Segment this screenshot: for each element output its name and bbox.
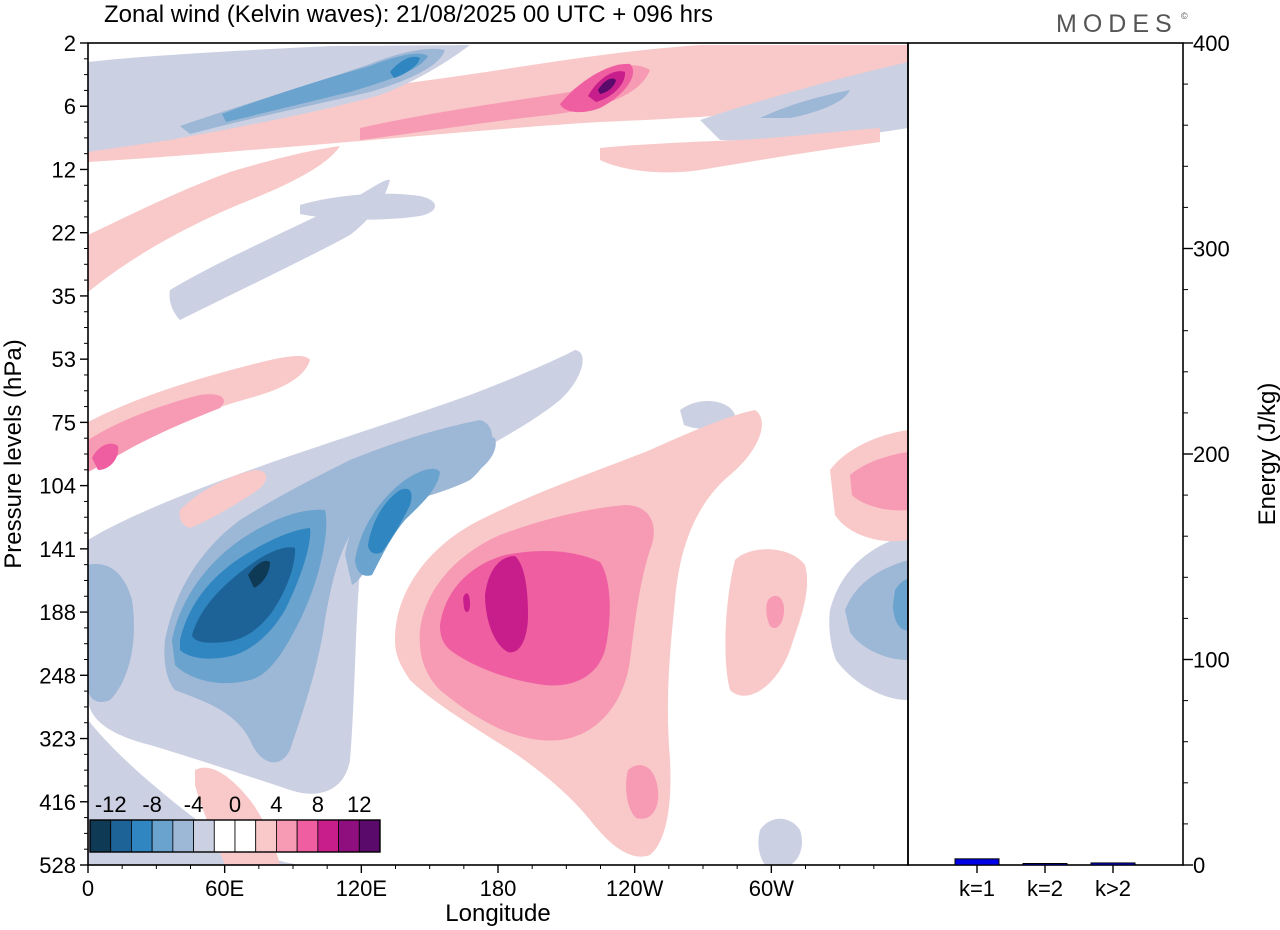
pressure-tick-label: 2 [64,31,76,56]
colorbar-swatch [151,819,174,853]
colorbar-tick-label: 4 [270,792,282,817]
colorbar-swatch [172,819,194,853]
pressure-tick-label: 528 [39,853,76,878]
colorbar-swatch [110,819,132,853]
pressure-tick-label: 188 [39,600,76,625]
contour-mid-positive-east-core [766,595,784,629]
pressure-tick-label: 22 [52,221,76,246]
contour-upper-negative-dark [390,56,420,78]
contour-upper-trop-negative-main-core [248,560,270,588]
energy-tick-label: 200 [1193,442,1230,467]
contour-east-negative-mid [845,560,908,660]
colorbar-swatch [296,819,319,853]
pressure-axis-label: Pressure levels (hPa) [0,339,27,568]
contour-mid-positive-band [88,146,340,292]
contour-upper-trop-positive-east-core [850,452,908,511]
longitude-tick-label: 60W [749,876,794,901]
pressure-tick-label: 248 [39,663,76,688]
chart-title: Zonal wind (Kelvin waves): 21/08/2025 00… [104,1,713,28]
colorbar-swatch [234,819,257,853]
energy-tick-label: 300 [1193,237,1230,262]
contour-mid-negative-band-2 [300,193,435,220]
energy-axis: 0 100 200 300 400 [1183,31,1230,878]
contour-field [88,45,908,865]
energy-tick-label: 400 [1193,31,1230,56]
logo: MODES [1056,10,1178,38]
colorbar-swatch [338,819,360,853]
longitude-tick-label: 120E [336,876,387,901]
contour-upper-negative-east [700,62,908,141]
pressure-tick-label: 53 [52,347,76,372]
energy-tick-label: 100 [1193,648,1230,673]
colorbar-swatch [276,819,298,853]
contour-east-negative-core [893,579,908,631]
longitude-tick-label: 180 [480,876,517,901]
energy-bar-2 [1022,863,1068,866]
colorbar-swatch [131,819,153,853]
pressure-tick-label: 12 [52,157,76,182]
longitude-axis-label: Longitude [445,900,550,927]
contour-date-line-positive-max-spot [463,593,470,612]
energy-plot-frame [907,42,1184,866]
colorbar-tick-label: -4 [184,792,204,817]
pressure-tick-label: 35 [52,284,76,309]
pressure-tick-label: 75 [52,410,76,435]
colorbar-tick-label: 8 [312,792,324,817]
energy-bar-1 [954,858,1000,866]
contour-mid-positive-streaks [600,128,880,173]
energy-category-label: k=2 [1027,876,1063,901]
contour-date-line-positive-max [485,556,528,653]
longitude-tick-label: 120W [606,876,664,901]
contour-upper-trop-negative-main-darker [192,547,296,643]
contour-upper-positive-mid [360,65,650,140]
logo-mark: © [1181,11,1188,21]
longitude-axis: 0 60E 120E 180 120W 60W [82,865,875,901]
energy-axis-label: Energy (J/kg) [1254,383,1280,526]
pressure-tick-label: 323 [39,727,76,752]
contour-upper-trop-negative-125E-core [368,488,412,554]
pressure-tick-label: 104 [39,474,76,499]
colorbar-swatch [193,819,215,853]
colorbar-swatch [358,819,381,853]
pressure-tick-label: 416 [39,790,76,815]
pressure-tick-label: 141 [39,537,76,562]
contour-lower-negative-east [758,818,802,865]
contour-upper-positive-max [598,78,616,94]
colorbar-swatch [255,819,277,853]
colorbar-tick-label: 0 [229,792,241,817]
contour-lower-strat-positive-mid [88,394,224,472]
contour-upper-negative-east-core [760,90,850,118]
longitude-tick-label: 0 [82,876,94,901]
colorbar-swatch [89,819,112,853]
contour-mid-positive-west [179,470,267,528]
contour-lower-strat-positive-core [92,443,119,470]
colorbar: -12 -8 -4 0 4 8 12 [89,792,381,853]
contour-upper-trop-negative-125E-light [345,435,496,585]
pressure-axis: 2 6 12 22 35 53 75 104 141 188 248 323 416 528 [39,31,88,878]
colorbar-tick-label: -8 [142,792,162,817]
contour-mid-positive-east [725,549,808,696]
energy-category-label: k=1 [959,876,995,901]
colorbar-swatch [213,819,236,853]
contour-upper-trop-negative-light [88,564,134,702]
energy-tick-label: 0 [1193,853,1205,878]
colorbar-swatch [317,819,339,853]
colorbar-tick-label: 12 [347,792,371,817]
energy-category-label: k>2 [1095,876,1131,901]
colorbar-tick-label: -12 [95,792,127,817]
pressure-tick-label: 6 [64,94,76,119]
contour-date-line-positive-lower [626,765,659,819]
energy-bars: k=1 k=2 k>2 [954,858,1136,901]
colorbar-frame [89,819,381,853]
longitude-tick-label: 60E [205,876,244,901]
contour-upper-negative-core [222,53,428,122]
energy-bar-3 [1090,862,1136,866]
